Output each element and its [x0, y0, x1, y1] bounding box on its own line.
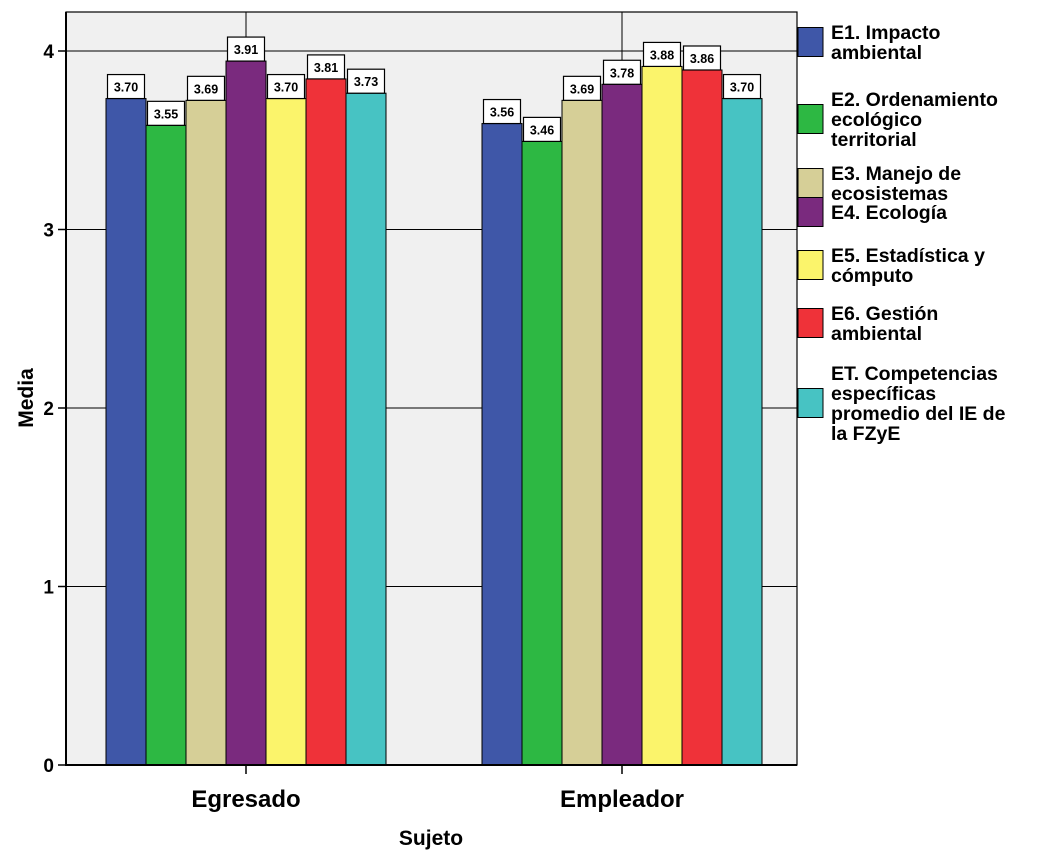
bar — [561, 99, 603, 766]
legend-swatch — [797, 168, 824, 198]
legend-label: ET. Competencias — [831, 363, 998, 385]
data-label: 3.70 — [730, 81, 754, 95]
data-label: 3.73 — [354, 75, 378, 89]
data-label-box — [722, 73, 762, 100]
data-label: 3.88 — [650, 48, 674, 62]
data-label-box — [266, 73, 306, 100]
bar — [601, 83, 643, 766]
legend-swatch — [797, 104, 824, 134]
legend-label: territorial — [831, 129, 917, 151]
legend-swatch — [797, 388, 824, 418]
data-label-box — [346, 68, 386, 94]
bar — [641, 65, 683, 766]
data-label: 3.69 — [194, 82, 218, 96]
legend-swatch — [797, 250, 824, 280]
data-label-box — [226, 36, 266, 62]
bars: 3.70 3.55 3.69 3.91 3.70 3.81 3.73 3.56 3.46 3.69… — [105, 36, 763, 766]
legend-label: promedio del IE de — [831, 403, 1006, 425]
legend-swatch — [797, 197, 824, 227]
legend-label: E1. Impacto — [831, 22, 941, 44]
legend-label: específicas — [831, 383, 936, 405]
data-label-box — [602, 59, 642, 85]
x-tick-label: Egresado — [191, 786, 300, 813]
legend-swatch — [797, 308, 824, 338]
y-tick-label: 1 — [43, 578, 54, 599]
data-label-box — [482, 98, 522, 125]
legend-label: ecológico — [831, 109, 922, 131]
legend-label: E6. Gestión — [831, 303, 938, 325]
data-label: 3.78 — [610, 66, 634, 80]
bar — [681, 69, 723, 766]
data-label: 3.56 — [490, 106, 514, 120]
bar — [305, 78, 347, 766]
bar — [225, 60, 267, 766]
y-axis-title: Media — [15, 368, 38, 428]
legend-label: cómputo — [831, 265, 913, 287]
data-label: 3.81 — [314, 61, 338, 75]
data-label-box — [186, 75, 226, 101]
axes: 0 1 2 3 4 Egresado Empleador — [43, 11, 798, 813]
x-axis-title: Sujeto — [399, 827, 463, 850]
legend-label: E5. Estadística y — [831, 245, 985, 267]
legend-label: E4. Ecología — [831, 202, 947, 224]
data-label: 3.70 — [114, 81, 138, 95]
legend-label: ambiental — [831, 323, 922, 345]
y-tick-label: 3 — [43, 221, 54, 242]
data-label-box — [682, 45, 722, 71]
bar — [265, 98, 307, 766]
bar — [521, 140, 563, 766]
data-label: 3.91 — [234, 43, 258, 57]
x-tick-label: Empleador — [560, 786, 684, 813]
data-label-box — [642, 41, 682, 68]
data-label: 3.55 — [154, 107, 178, 121]
bar — [481, 123, 523, 766]
bar — [105, 98, 147, 766]
y-tick-label: 0 — [43, 756, 54, 777]
legend-label: la FZyE — [831, 423, 900, 445]
data-label-box — [106, 73, 146, 100]
data-label-box — [522, 116, 562, 142]
data-label-box — [306, 54, 346, 80]
y-tick-label: 4 — [43, 42, 54, 63]
y-tick-label: 2 — [43, 399, 54, 420]
data-label: 3.70 — [274, 81, 298, 95]
legend-label: ecosistemas — [831, 183, 948, 205]
bar — [721, 98, 763, 766]
data-label: 3.69 — [570, 82, 594, 96]
bar — [345, 92, 387, 766]
data-label: 3.46 — [530, 123, 554, 137]
data-label-box — [146, 100, 186, 126]
bar — [185, 99, 227, 766]
data-label-box — [562, 75, 602, 101]
legend-label: ambiental — [831, 42, 922, 64]
legend-label: E2. Ordenamiento — [831, 89, 998, 111]
legend-swatch — [797, 27, 824, 57]
bar — [145, 124, 187, 766]
legend-label: E3. Manejo de — [831, 163, 961, 185]
data-label: 3.86 — [690, 52, 714, 66]
